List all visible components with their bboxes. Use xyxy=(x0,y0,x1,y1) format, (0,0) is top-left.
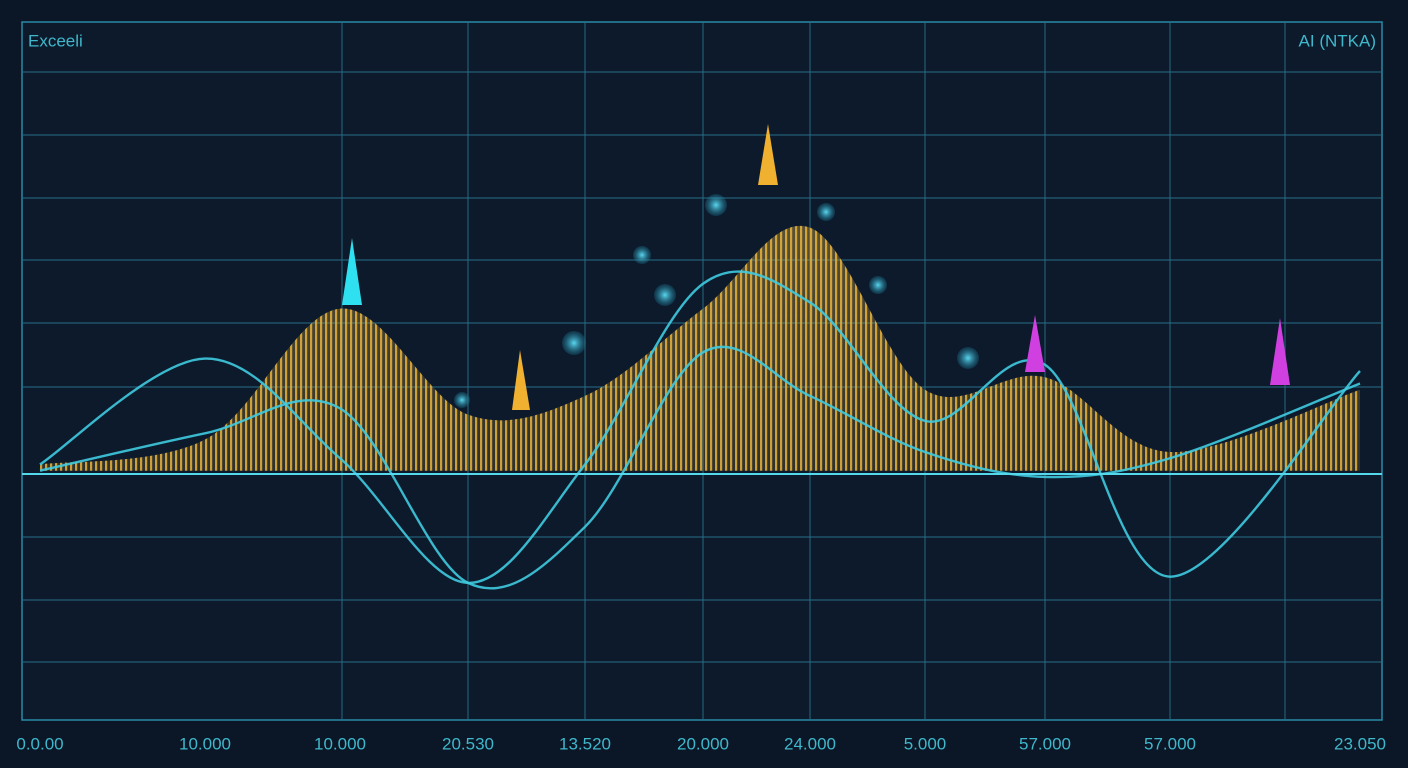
grid xyxy=(22,22,1382,720)
spike xyxy=(512,350,530,410)
spike xyxy=(1025,315,1045,372)
spike xyxy=(1270,318,1290,385)
x-tick-label: 5.000 xyxy=(904,734,947,753)
spikes xyxy=(342,124,1290,410)
x-tick-label: 13.520 xyxy=(559,734,611,753)
x-tick-label: 20.530 xyxy=(442,734,494,753)
node xyxy=(654,284,676,306)
line xyxy=(39,270,1361,585)
line xyxy=(39,345,1361,590)
x-tick-label: 24.000 xyxy=(784,734,836,753)
node xyxy=(562,331,586,355)
header-left: Exceeli xyxy=(28,31,83,50)
x-tick-label: 57.000 xyxy=(1144,734,1196,753)
spike xyxy=(758,124,778,185)
network-nodes xyxy=(454,194,979,408)
area-stripes xyxy=(40,225,1360,471)
spike xyxy=(342,238,362,305)
x-tick-label: 57.000 xyxy=(1019,734,1071,753)
node xyxy=(817,203,835,221)
x-tick-label: 10.000 xyxy=(314,734,366,753)
x-tick-label: 0.0.00 xyxy=(16,734,63,753)
node xyxy=(454,392,470,408)
node xyxy=(705,194,727,216)
x-tick-label: 10.000 xyxy=(179,734,231,753)
node xyxy=(957,347,979,369)
x-tick-label: 20.000 xyxy=(677,734,729,753)
node xyxy=(869,276,887,294)
x-tick-label: 23.050 xyxy=(1334,734,1386,753)
node xyxy=(633,246,651,264)
header-right: AI (NTKA) xyxy=(1299,31,1376,50)
